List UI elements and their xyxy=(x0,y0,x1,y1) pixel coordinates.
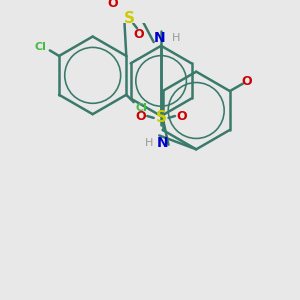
Text: O: O xyxy=(241,75,252,88)
Text: Cl: Cl xyxy=(34,42,46,52)
Text: Cl: Cl xyxy=(135,103,147,113)
Text: O: O xyxy=(135,110,146,122)
Text: N: N xyxy=(157,136,169,150)
Text: N: N xyxy=(153,32,165,45)
Text: H: H xyxy=(172,33,180,43)
Text: H: H xyxy=(145,138,153,148)
Text: S: S xyxy=(124,11,135,26)
Text: O: O xyxy=(176,110,187,122)
Text: O: O xyxy=(108,0,118,10)
Text: O: O xyxy=(134,28,144,41)
Text: S: S xyxy=(156,110,167,125)
